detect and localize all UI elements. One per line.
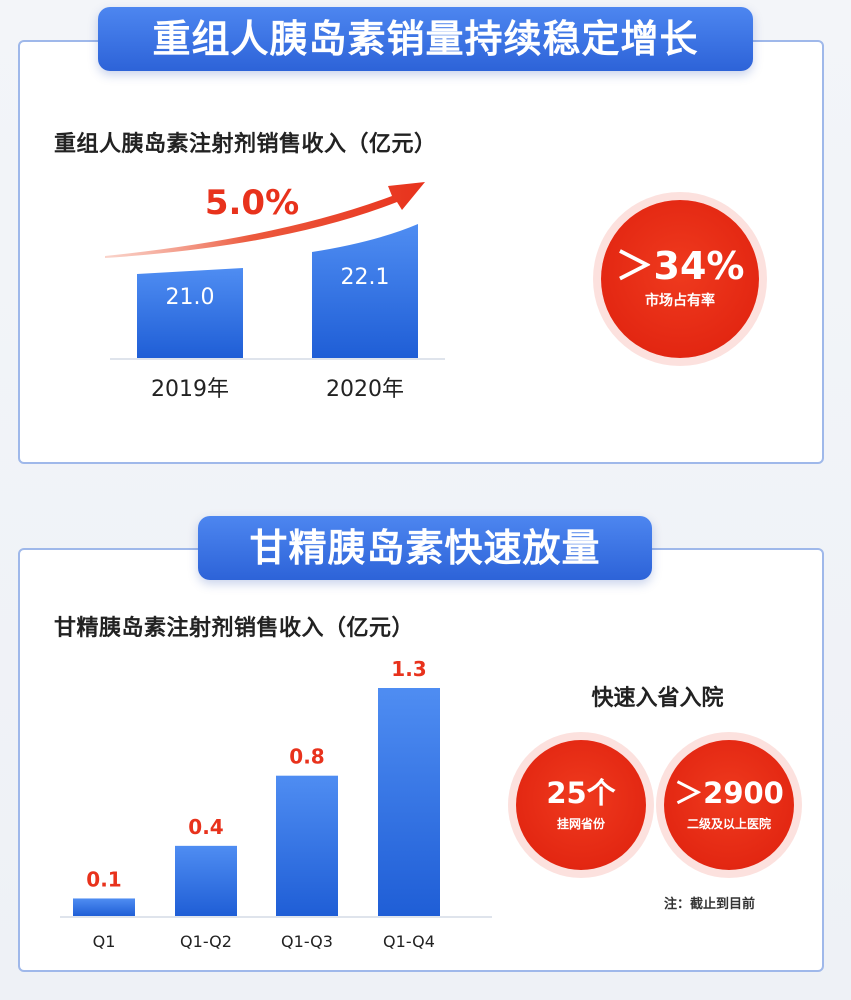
chart1-growth-annotation: 5.0% (205, 183, 299, 223)
chart2-category-label: Q1-Q3 (281, 932, 333, 951)
chart2-value-label: 1.3 (391, 657, 426, 681)
banner-recombinant: 重组人胰岛素销量持续稳定增长 (98, 7, 753, 71)
chart1-category-label: 2020年 (326, 377, 404, 402)
growth-arrow (105, 182, 425, 258)
chart1-bar-2019年 (137, 268, 243, 358)
chart2-category-label: Q1-Q4 (383, 932, 435, 951)
chart1-bar-2020年 (312, 224, 418, 358)
chart2-bar-Q1 (73, 898, 135, 916)
hospitals-label: 二级及以上医院 (686, 817, 771, 831)
chart2-value-label: 0.8 (289, 745, 324, 769)
provinces-label: 挂网省份 (556, 817, 605, 831)
chart2-bar-Q1-Q4 (378, 688, 440, 916)
banner-glargine: 甘精胰岛素快速放量 (198, 516, 652, 580)
provinces-value: 25个 (546, 776, 616, 810)
chart2-category-label: Q1-Q2 (180, 932, 232, 951)
market-share-label: 市场占有率 (645, 293, 715, 309)
hospitals-badge: ＞2900 二级及以上医院 (664, 740, 794, 870)
chart1-title: 重组人胰岛素注射剂销售收入（亿元） (54, 132, 437, 157)
chart2-category-label: Q1 (93, 932, 116, 951)
chart1-value-label: 21.0 (166, 285, 215, 310)
market-share-value: ＞34% (615, 244, 745, 288)
chart1-value-label: 22.1 (341, 265, 390, 290)
hospitals-value: ＞2900 (674, 776, 784, 810)
chart2-value-label: 0.1 (86, 867, 121, 891)
chart2-value-label: 0.4 (188, 815, 223, 839)
hospital-access-title: 快速入省入院 (591, 686, 724, 711)
provinces-badge: 25个 挂网省份 (516, 740, 646, 870)
chart2-bar-Q1-Q2 (175, 845, 237, 916)
chart1-category-label: 2019年 (151, 377, 229, 402)
footnote: 注：截止到目前 (664, 897, 756, 912)
market-share-badge: ＞34% 市场占有率 (601, 200, 759, 358)
chart2-bar-Q1-Q3 (276, 775, 338, 916)
chart2-title: 甘精胰岛素注射剂销售收入（亿元） (54, 616, 415, 641)
